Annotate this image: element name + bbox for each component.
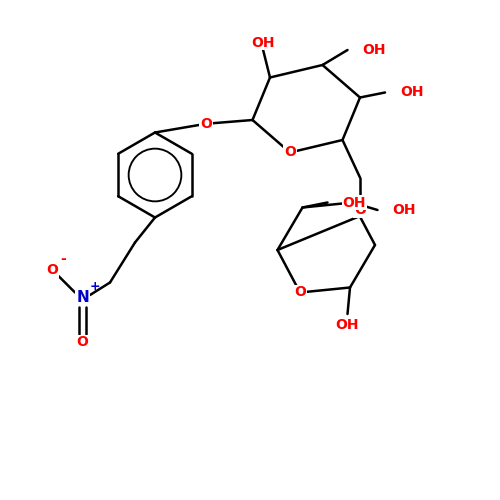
Text: OH: OH bbox=[251, 36, 274, 50]
Text: OH: OH bbox=[336, 318, 359, 332]
Text: OH: OH bbox=[400, 86, 423, 100]
Text: O: O bbox=[46, 263, 58, 277]
Text: OH: OH bbox=[362, 43, 386, 57]
Text: O: O bbox=[354, 203, 366, 217]
Text: O: O bbox=[200, 116, 212, 130]
Text: OH: OH bbox=[392, 203, 416, 217]
Text: OH: OH bbox=[342, 196, 366, 209]
Text: O: O bbox=[284, 146, 296, 160]
Text: O: O bbox=[76, 336, 88, 349]
Text: -: - bbox=[60, 252, 66, 266]
Text: N: N bbox=[76, 290, 89, 305]
Text: O: O bbox=[294, 286, 306, 300]
Text: +: + bbox=[90, 280, 101, 293]
